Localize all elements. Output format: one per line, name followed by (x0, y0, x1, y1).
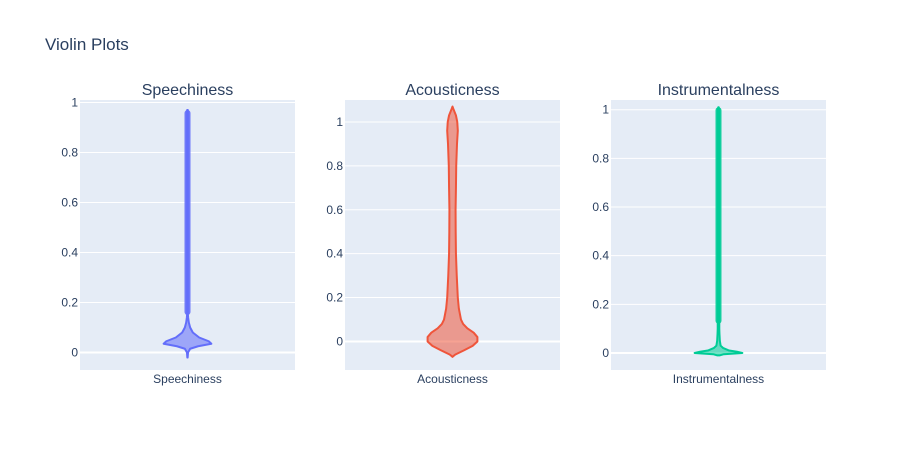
y-tick-label: 0.6 (326, 203, 343, 217)
subplot-speechiness: 0 0.2 0.4 0.6 0.8 1 Speechiness Speechiness (61, 82, 295, 386)
y-tick-label: 0 (71, 346, 78, 360)
y-tick-label: 0.2 (592, 297, 609, 311)
y-tick-label: 0.4 (326, 247, 343, 261)
y-tick-label: 1 (336, 115, 343, 129)
violin-acousticness (426, 105, 479, 358)
outlier-points (715, 107, 722, 324)
y-tick-labels: 0 0.2 0.4 0.6 0.8 1 (326, 115, 343, 349)
y-tick-label: 0.2 (61, 296, 78, 310)
subplot-title: Speechiness (142, 82, 234, 99)
y-tick-label: 0.4 (61, 246, 78, 260)
subplot-title: Instrumentalness (658, 82, 780, 99)
subplot-instrumentalness: 0 0.2 0.4 0.6 0.8 1 Instrumentalness Instrume… (592, 82, 826, 386)
y-tick-labels: 0 0.2 0.4 0.6 0.8 1 (592, 103, 609, 360)
outlier-points (184, 110, 191, 315)
y-tick-label: 0.4 (592, 249, 609, 263)
y-tick-label: 0 (336, 334, 343, 348)
violin-speechiness (162, 109, 213, 359)
y-tick-label: 0.8 (326, 159, 343, 173)
x-tick-label: Instrumentalness (673, 372, 764, 386)
subplot-title: Acousticness (405, 82, 499, 99)
x-tick-label: Speechiness (153, 372, 222, 386)
y-tick-label: 0.6 (592, 200, 609, 214)
y-tick-label: 1 (71, 96, 78, 110)
subplot-acousticness: 0 0.2 0.4 0.6 0.8 1 Acousticness Acousticness (326, 82, 560, 386)
y-tick-label: 0.8 (61, 146, 78, 160)
y-tick-labels: 0 0.2 0.4 0.6 0.8 1 (61, 96, 78, 360)
y-tick-label: 0.2 (326, 291, 343, 305)
violin-instrumentalness (693, 106, 744, 357)
figure-title: Violin Plots (45, 35, 129, 54)
y-tick-label: 0.6 (61, 196, 78, 210)
y-tick-label: 1 (602, 103, 609, 117)
x-tick-label: Acousticness (417, 372, 488, 386)
violin-body (426, 105, 479, 358)
y-tick-label: 0.8 (592, 151, 609, 165)
y-tick-label: 0 (602, 346, 609, 360)
